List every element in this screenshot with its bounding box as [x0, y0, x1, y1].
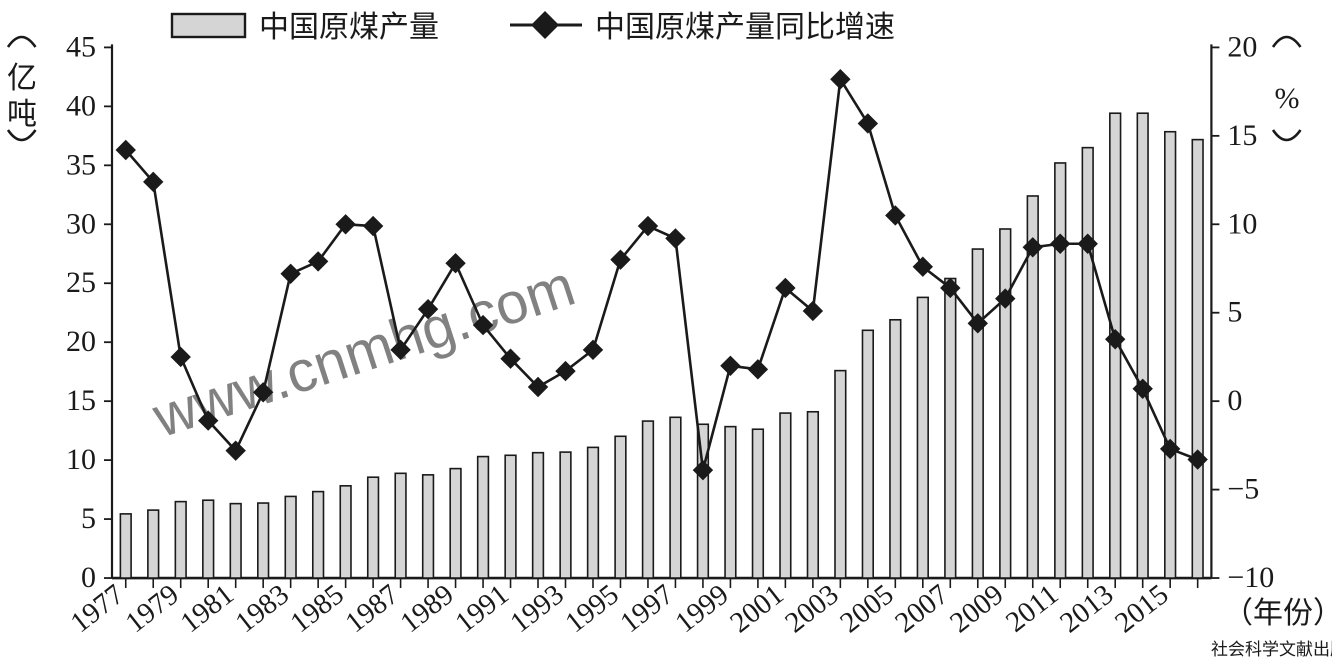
svg-text:2009: 2009	[944, 578, 1009, 639]
svg-text:25: 25	[66, 266, 96, 299]
svg-text:2005: 2005	[834, 578, 899, 639]
svg-text:1985: 1985	[285, 578, 350, 639]
svg-text:中国原煤产量同比增速: 中国原煤产量同比增速	[595, 11, 895, 44]
svg-text:社会科学文献出版社: 社会科学文献出版社	[1211, 640, 1332, 659]
svg-text:20: 20	[1227, 30, 1257, 63]
svg-text:2013: 2013	[1054, 578, 1119, 639]
svg-text:2015: 2015	[1109, 578, 1174, 639]
svg-text:中国原煤产量: 中国原煤产量	[259, 11, 439, 44]
svg-text:5: 5	[1227, 296, 1242, 329]
svg-text:40: 40	[66, 89, 96, 122]
svg-text:1987: 1987	[339, 578, 404, 639]
svg-text:0: 0	[81, 561, 96, 594]
svg-text:15: 15	[66, 384, 96, 417]
svg-text:20: 20	[66, 325, 96, 358]
svg-text:（年份）: （年份）	[1223, 597, 1332, 630]
svg-text:45: 45	[66, 30, 96, 63]
svg-text:1989: 1989	[394, 578, 459, 639]
svg-text:1991: 1991	[449, 578, 514, 639]
svg-text:www.cnmhg.com: www.cnmhg.com	[145, 253, 583, 451]
svg-text:−5: −5	[1227, 473, 1259, 506]
svg-text:1997: 1997	[614, 578, 679, 639]
svg-text:0: 0	[1227, 384, 1242, 417]
svg-text:1995: 1995	[559, 578, 624, 639]
svg-text:10: 10	[66, 443, 96, 476]
svg-text:1979: 1979	[120, 578, 185, 639]
svg-text:5: 5	[81, 502, 96, 535]
svg-text:亿: 亿	[7, 62, 37, 95]
svg-text:1993: 1993	[504, 578, 569, 639]
svg-text:2007: 2007	[889, 578, 954, 639]
svg-text:30: 30	[66, 207, 96, 240]
svg-text:2001: 2001	[724, 578, 789, 639]
svg-text:−10: −10	[1227, 561, 1274, 594]
svg-text:1983: 1983	[230, 578, 295, 639]
svg-text:35: 35	[66, 148, 96, 181]
svg-text:2011: 2011	[1000, 578, 1065, 638]
svg-text:1981: 1981	[175, 578, 240, 639]
svg-text:2003: 2003	[779, 578, 844, 639]
svg-text:10: 10	[1227, 207, 1257, 240]
svg-text:吨: 吨	[7, 98, 37, 131]
svg-text:1999: 1999	[669, 578, 734, 639]
svg-text:15: 15	[1227, 119, 1257, 152]
svg-text:%: %	[1275, 82, 1300, 115]
svg-text:1977: 1977	[65, 578, 130, 639]
